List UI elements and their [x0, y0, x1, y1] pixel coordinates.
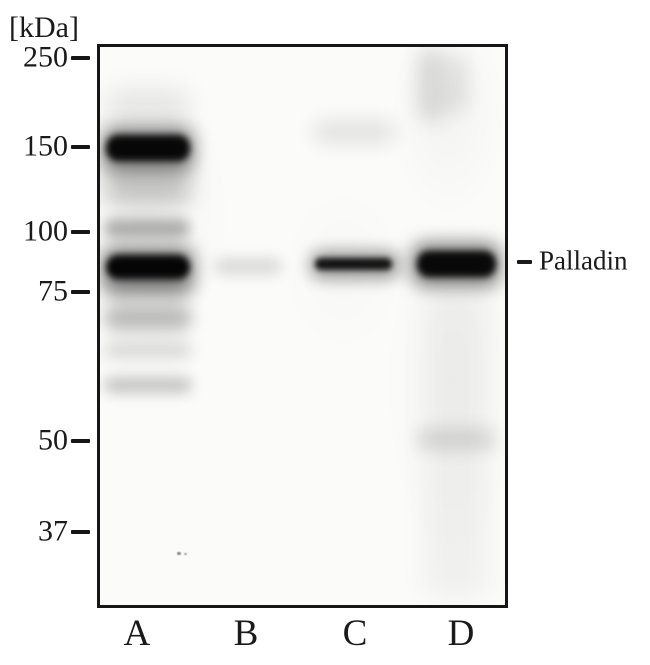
blot-membrane	[100, 47, 505, 605]
band-laneD-50kda-faint	[416, 429, 496, 449]
band-laneD-85kda-core	[417, 251, 496, 277]
marker-tick-50	[71, 439, 90, 443]
band-laneA-150kda-core	[106, 135, 190, 161]
marker-label-100: 100	[23, 214, 68, 248]
palladin-label: Palladin	[539, 245, 628, 276]
band-laneD-230kda-haze	[418, 49, 446, 121]
band-laneC-85kda-core	[315, 258, 392, 270]
marker-tick-100	[71, 230, 90, 234]
band-laneA-130kda-smear	[105, 162, 191, 205]
lane-label-b: B	[233, 613, 259, 654]
band-laneC-150kda-haze	[312, 121, 396, 143]
marker-tick-75	[71, 290, 90, 294]
palladin-pointer-dash	[517, 260, 532, 264]
lane-label-a: A	[123, 613, 151, 654]
marker-label-50: 50	[38, 423, 68, 457]
kda-unit-label: [kDa]	[9, 11, 79, 44]
band-laneA-57kda-faint	[104, 377, 192, 393]
band-laneD-xkda-haze	[424, 287, 488, 597]
band-laneA-88kda-core	[106, 255, 190, 279]
band-laneA-80kda-smear	[104, 280, 192, 300]
marker-tick-150	[71, 145, 90, 149]
marker-label-75: 75	[38, 274, 68, 308]
lane-label-c: C	[342, 613, 368, 654]
marker-label-250: 250	[23, 40, 68, 74]
band-laneB-xkda-speck	[184, 553, 187, 555]
band-laneA-68kda-faint	[104, 306, 192, 330]
marker-label-37: 37	[38, 514, 68, 548]
band-laneA-xkda-speck	[177, 552, 181, 555]
lane-label-d: D	[447, 613, 475, 654]
marker-tick-250	[71, 56, 90, 60]
band-laneB-85kda-faint	[214, 258, 282, 275]
band-laneA-200kda-haze	[106, 87, 190, 127]
marker-label-150: 150	[23, 129, 68, 163]
band-laneA-100kda-faint	[104, 219, 190, 237]
band-laneA-62kda-faint	[104, 342, 192, 358]
blot-panel	[97, 44, 508, 608]
marker-tick-37	[71, 530, 90, 534]
band-laneD-220kda-haze	[450, 55, 468, 113]
